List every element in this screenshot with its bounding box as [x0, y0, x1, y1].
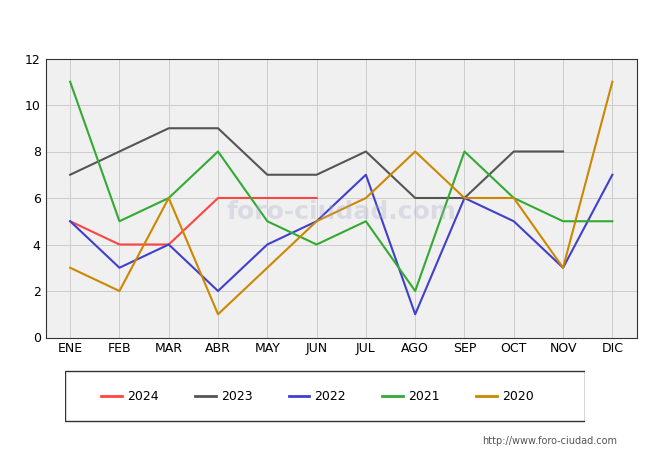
- FancyBboxPatch shape: [65, 371, 585, 421]
- Text: 2021: 2021: [408, 390, 440, 402]
- Text: Matriculaciones de Vehiculos en Sant Esteve de Palautordera: Matriculaciones de Vehiculos en Sant Est…: [91, 19, 559, 35]
- Text: foro-ciudad.com: foro-ciudad.com: [226, 200, 456, 224]
- Text: 2022: 2022: [315, 390, 346, 402]
- Text: 2020: 2020: [502, 390, 534, 402]
- Text: 2024: 2024: [127, 390, 159, 402]
- Text: 2023: 2023: [221, 390, 253, 402]
- Text: http://www.foro-ciudad.com: http://www.foro-ciudad.com: [482, 436, 618, 446]
